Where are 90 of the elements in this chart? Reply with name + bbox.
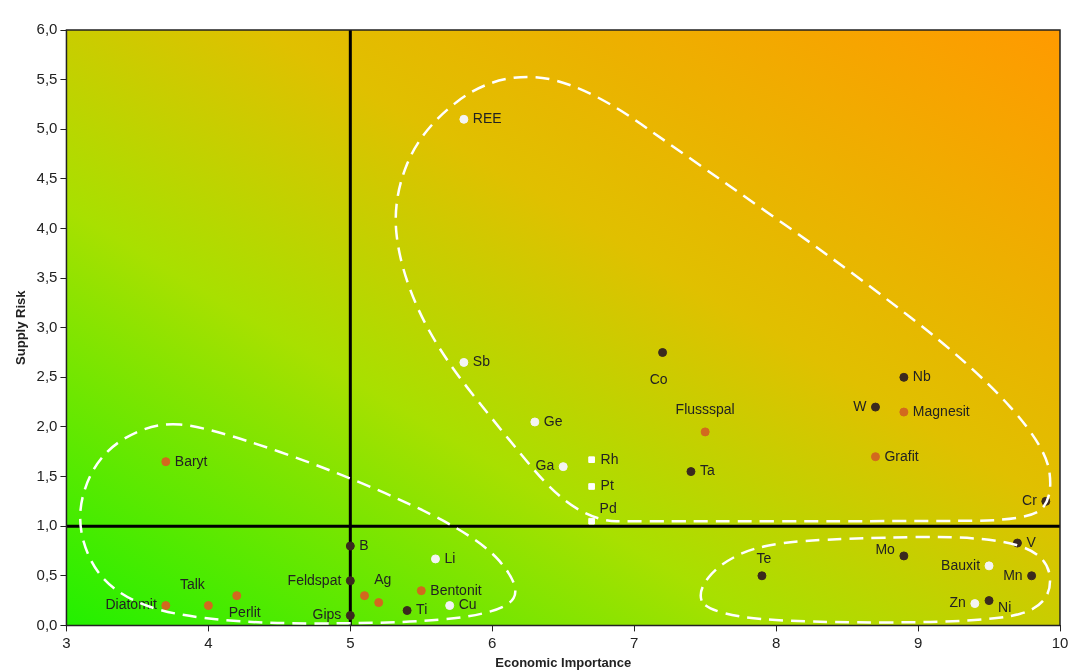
y-tick-label: 0,0 bbox=[36, 615, 58, 633]
annotation: Bauxit bbox=[941, 556, 981, 573]
point bbox=[345, 610, 355, 620]
x-tick-label: 8 bbox=[771, 633, 781, 651]
x-tick-label: 3 bbox=[62, 633, 71, 651]
annotation: Ni bbox=[998, 599, 1012, 616]
y-tick-label: 2,0 bbox=[36, 417, 58, 435]
y-tick-label: 3,0 bbox=[36, 317, 58, 335]
x-tick-label: 7 bbox=[630, 633, 639, 651]
annotation: REE bbox=[472, 110, 502, 127]
point bbox=[970, 599, 980, 609]
point bbox=[870, 452, 880, 462]
annotation: Nb bbox=[912, 368, 931, 385]
y-tick-label: 0,5 bbox=[36, 565, 58, 583]
x-tick-label: 6 bbox=[488, 633, 497, 651]
point bbox=[203, 601, 213, 611]
point bbox=[360, 591, 370, 601]
annotation: Ti bbox=[416, 601, 428, 618]
annotation: Ga bbox=[535, 457, 555, 474]
point bbox=[558, 462, 568, 472]
annotation: Zn bbox=[949, 594, 966, 611]
x-tick-label: 9 bbox=[913, 633, 923, 651]
point bbox=[700, 427, 710, 437]
point bbox=[374, 598, 384, 608]
point bbox=[416, 586, 426, 596]
point bbox=[445, 601, 455, 611]
point bbox=[757, 571, 767, 581]
annotation: Pd bbox=[599, 500, 617, 517]
x-tick-label: 4 bbox=[204, 633, 213, 651]
point bbox=[345, 541, 355, 551]
annotation: Gips bbox=[312, 606, 342, 623]
y-tick-label: 6,0 bbox=[36, 20, 58, 38]
x-tick-label: 5 bbox=[346, 633, 355, 651]
annotation: Bentonit bbox=[430, 581, 482, 598]
point bbox=[161, 457, 171, 467]
annotation: Co bbox=[649, 371, 668, 388]
annotation: Feldspat bbox=[287, 571, 342, 588]
annotation: Ag bbox=[374, 571, 392, 588]
annotation: Li bbox=[444, 549, 456, 566]
point bbox=[899, 551, 909, 561]
annotation: Magnesit bbox=[912, 402, 970, 419]
annotation: Ge bbox=[543, 412, 563, 429]
annotation: Perlit bbox=[228, 604, 261, 621]
annotation: Talk bbox=[179, 576, 206, 593]
annotation: Diatomit bbox=[105, 596, 157, 613]
annotation: W bbox=[853, 397, 868, 414]
annotation: Pt bbox=[600, 477, 614, 494]
point bbox=[588, 456, 595, 464]
annotation: Flussspal bbox=[675, 400, 735, 417]
annotation: Mn bbox=[1003, 566, 1023, 583]
point bbox=[459, 357, 469, 367]
point bbox=[899, 372, 909, 382]
point bbox=[686, 467, 696, 477]
point bbox=[232, 591, 242, 601]
y-tick-label: 4,0 bbox=[36, 218, 58, 236]
point bbox=[984, 596, 994, 606]
point bbox=[161, 601, 171, 611]
point bbox=[870, 402, 880, 412]
y-tick-label: 1,5 bbox=[36, 466, 58, 484]
y-axis-title: Supply Risk bbox=[13, 289, 29, 365]
point bbox=[530, 417, 540, 427]
y-tick-label: 4,5 bbox=[36, 168, 58, 186]
point bbox=[402, 606, 412, 616]
annotation: Te bbox=[756, 549, 772, 566]
y-tick-label: 5,5 bbox=[36, 69, 58, 87]
annotation: Baryt bbox=[174, 452, 208, 469]
annotation: V bbox=[1026, 533, 1037, 550]
annotation: Ta bbox=[699, 462, 715, 479]
point bbox=[459, 114, 469, 124]
annotation: Cr bbox=[1022, 492, 1038, 509]
annotation: Sb bbox=[472, 353, 491, 370]
annotation: B bbox=[359, 536, 369, 553]
point bbox=[588, 517, 595, 525]
point bbox=[899, 407, 909, 417]
point bbox=[1027, 571, 1037, 581]
annotation: Cu bbox=[458, 596, 477, 613]
y-tick-label: 3,5 bbox=[36, 268, 58, 286]
point bbox=[345, 576, 355, 586]
annotation: Grafit bbox=[884, 447, 919, 464]
y-tick-label: 1,0 bbox=[36, 516, 58, 534]
x-tick-label: 10 bbox=[1051, 633, 1069, 651]
annotation: Mo bbox=[875, 540, 896, 557]
point bbox=[588, 483, 595, 490]
point bbox=[658, 348, 668, 358]
point bbox=[984, 561, 994, 571]
annotation: Rh bbox=[600, 450, 619, 467]
y-tick-label: 2,5 bbox=[36, 367, 58, 385]
y-tick-label: 5,0 bbox=[36, 119, 58, 137]
point bbox=[430, 554, 440, 564]
x-axis-title: Economic Importance bbox=[495, 654, 632, 670]
